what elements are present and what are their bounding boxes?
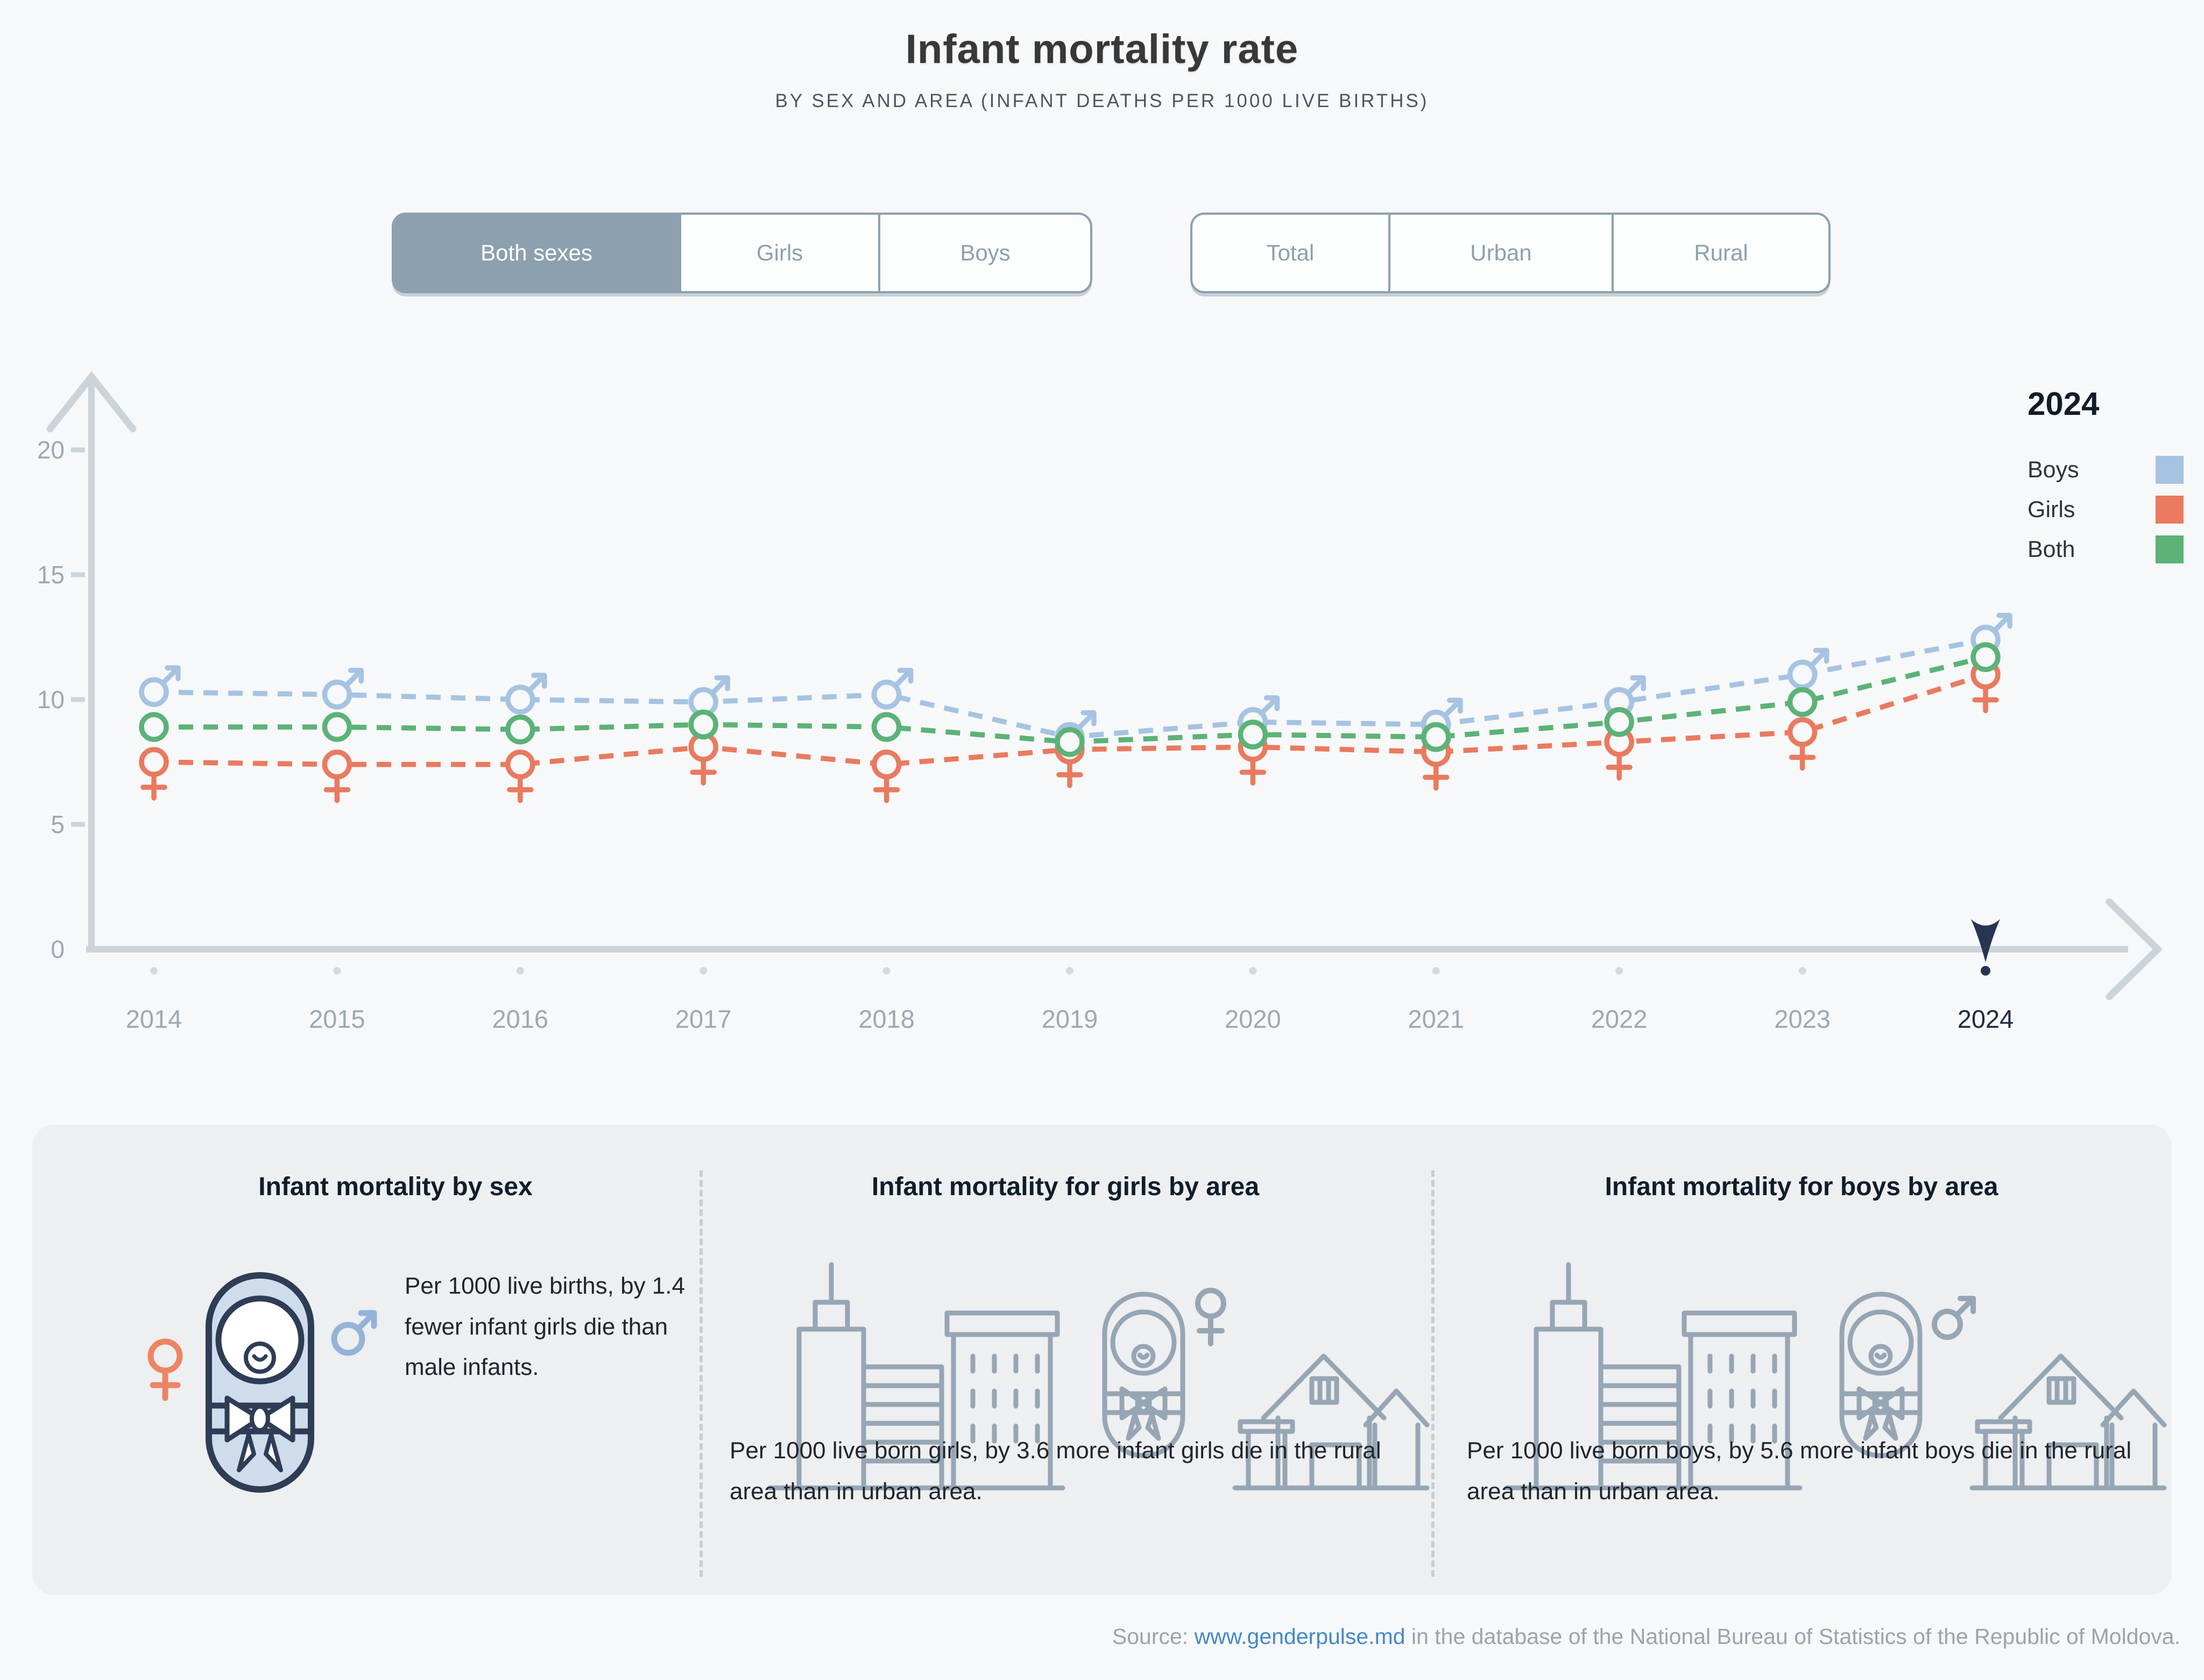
y-axis-tick-10: 10 (37, 686, 65, 714)
circle-marker-both-2015[interactable] (322, 712, 352, 742)
card-separator (1431, 1170, 1435, 1577)
source-label: Source: (1112, 1624, 1195, 1649)
legend-swatch-both (2156, 535, 2184, 563)
x-tick-dot-2020 (1249, 967, 1257, 975)
legend-label-both: Both (2028, 536, 2075, 562)
circle-marker-both-2022[interactable] (1604, 707, 1634, 737)
female-symbol-marker-girls-2018[interactable] (871, 749, 902, 803)
baby-boy-icon (1839, 1291, 1923, 1458)
legend-item-both[interactable]: Both (2028, 534, 2184, 564)
source-line: Source: www.genderpulse.md in the databa… (1112, 1624, 2180, 1649)
y-axis-tick-5: 5 (51, 810, 65, 838)
x-axis-label-2017: 2017 (675, 1005, 732, 1033)
circle-marker-both-2024[interactable] (1970, 642, 2001, 672)
legend-swatch-girls (2156, 496, 2184, 524)
x-axis-label-2023: 2023 (1774, 1005, 1831, 1033)
line-chart: 0 5 10 15 20 2014 2015 2016 2017 2018 2019 2020 2021… (37, 371, 2163, 1033)
area-filter-urban[interactable]: Urban (1390, 215, 1614, 291)
female-symbol-marker-girls-2016[interactable] (505, 749, 535, 803)
y-axis-tick-20: 20 (37, 436, 65, 464)
female-symbol-marker-girls-2023[interactable] (1787, 717, 1818, 771)
male-symbol-icon (331, 1310, 377, 1356)
male-symbol-marker-boys-2016[interactable] (505, 673, 547, 715)
circle-marker-both-2018[interactable] (871, 712, 902, 742)
card-text-by-sex: Per 1000 live births, by 1.4 fewer infan… (405, 1273, 685, 1381)
page-subtitle: BY SEX AND AREA (INFANT DEATHS PER 1000 … (775, 90, 1429, 111)
area-filter-total[interactable]: Total (1192, 215, 1390, 291)
source-link[interactable]: www.genderpulse.md (1194, 1624, 1405, 1649)
x-tick-dot-2023 (1798, 967, 1806, 975)
x-axis-label-2024: 2024 (1958, 1005, 2014, 1033)
legend-item-boys[interactable]: Boys (2028, 455, 2184, 485)
circle-marker-both-2016[interactable] (505, 714, 535, 745)
x-axis-label-2022: 2022 (1591, 1005, 1648, 1033)
x-tick-dot-2017 (700, 967, 708, 975)
card-title-girls-by-area: Infant mortality for girls by area (871, 1173, 1260, 1201)
card-title-by-sex: Infant mortality by sex (258, 1173, 533, 1201)
female-symbol-icon (147, 1338, 183, 1401)
city-buildings-icon (1504, 1262, 1803, 1491)
female-symbol-marker-girls-2014[interactable] (139, 747, 169, 801)
rural-house-icon (1232, 1353, 1430, 1491)
area-filter-group: Total Urban Rural (1190, 213, 1831, 293)
card-separator (700, 1170, 703, 1577)
x-tick-dot-2019 (1066, 967, 1073, 975)
circle-marker-both-2019[interactable] (1055, 727, 1085, 757)
legend-year-title: 2024 (2028, 386, 2100, 422)
y-axis-tick-15: 15 (37, 561, 65, 589)
baby-girl-icon (1102, 1291, 1185, 1458)
x-tick-dot-2024 (1981, 966, 1990, 976)
x-axis-label-2018: 2018 (858, 1005, 915, 1033)
sex-filter-both-sexes[interactable]: Both sexes (394, 215, 681, 291)
city-buildings-icon (767, 1262, 1065, 1491)
sex-filter-group: Both sexes Girls Boys (392, 213, 1092, 293)
sex-filter-boys[interactable]: Boys (960, 240, 1011, 265)
sex-filter-girls[interactable]: Girls (681, 215, 880, 291)
legend-swatch-boys (2156, 456, 2184, 484)
male-symbol-icon (1932, 1296, 1976, 1340)
male-symbol-marker-boys-2014[interactable] (139, 665, 181, 707)
male-symbol-marker-boys-2015[interactable] (322, 667, 364, 710)
circle-marker-both-2023[interactable] (1787, 687, 1818, 717)
legend-item-girls[interactable]: Girls (2028, 495, 2184, 525)
x-axis-label-2016: 2016 (492, 1005, 549, 1033)
x-axis-label-2014: 2014 (126, 1005, 182, 1033)
year-cursor-icon[interactable] (1971, 919, 2000, 962)
card-text-girls-by-area: Per 1000 live born girls, by 3.6 more in… (730, 1437, 1381, 1505)
x-tick-dot-2022 (1615, 967, 1623, 975)
male-symbol-marker-boys-2018[interactable] (871, 667, 914, 710)
legend-label-boys: Boys (2028, 456, 2079, 483)
circle-marker-both-2017[interactable] (688, 709, 718, 740)
x-axis-label-2020: 2020 (1225, 1005, 1281, 1033)
x-axis-label-2021: 2021 (1408, 1005, 1465, 1033)
male-symbol-marker-boys-2023[interactable] (1787, 647, 1829, 690)
legend-label-girls: Girls (2028, 496, 2075, 523)
x-axis-label-2015: 2015 (309, 1005, 365, 1033)
female-symbol-marker-girls-2022[interactable] (1604, 727, 1634, 781)
x-tick-dot-2018 (882, 967, 891, 975)
x-tick-dot-2014 (150, 967, 158, 975)
y-axis-tick-0: 0 (51, 935, 65, 963)
x-tick-dot-2016 (516, 967, 524, 975)
page-title: Infant mortality rate (905, 26, 1299, 72)
x-axis-label-2019: 2019 (1042, 1005, 1098, 1033)
female-symbol-marker-girls-2017[interactable] (688, 732, 718, 786)
swaddled-baby-icon (206, 1272, 314, 1493)
rural-house-icon (1969, 1353, 2167, 1491)
area-filter-rural[interactable]: Rural (1694, 240, 1748, 265)
card-title-boys-by-area: Infant mortality for boys by area (1605, 1173, 1998, 1201)
circle-marker-both-2020[interactable] (1238, 719, 1268, 750)
source-rest: in the database of the National Bureau o… (1405, 1624, 2180, 1649)
female-symbol-marker-girls-2015[interactable] (322, 749, 352, 803)
info-cards-panel (32, 1125, 2172, 1595)
male-symbol-marker-boys-2017[interactable] (688, 675, 730, 717)
circle-marker-both-2014[interactable] (139, 712, 169, 742)
circle-marker-both-2021[interactable] (1421, 722, 1451, 752)
card-text-boys-by-area: Per 1000 live born boys, by 5.6 more inf… (1467, 1437, 2132, 1505)
female-symbol-icon (1195, 1288, 1226, 1346)
x-tick-dot-2021 (1432, 967, 1440, 975)
x-tick-dot-2015 (333, 967, 341, 975)
